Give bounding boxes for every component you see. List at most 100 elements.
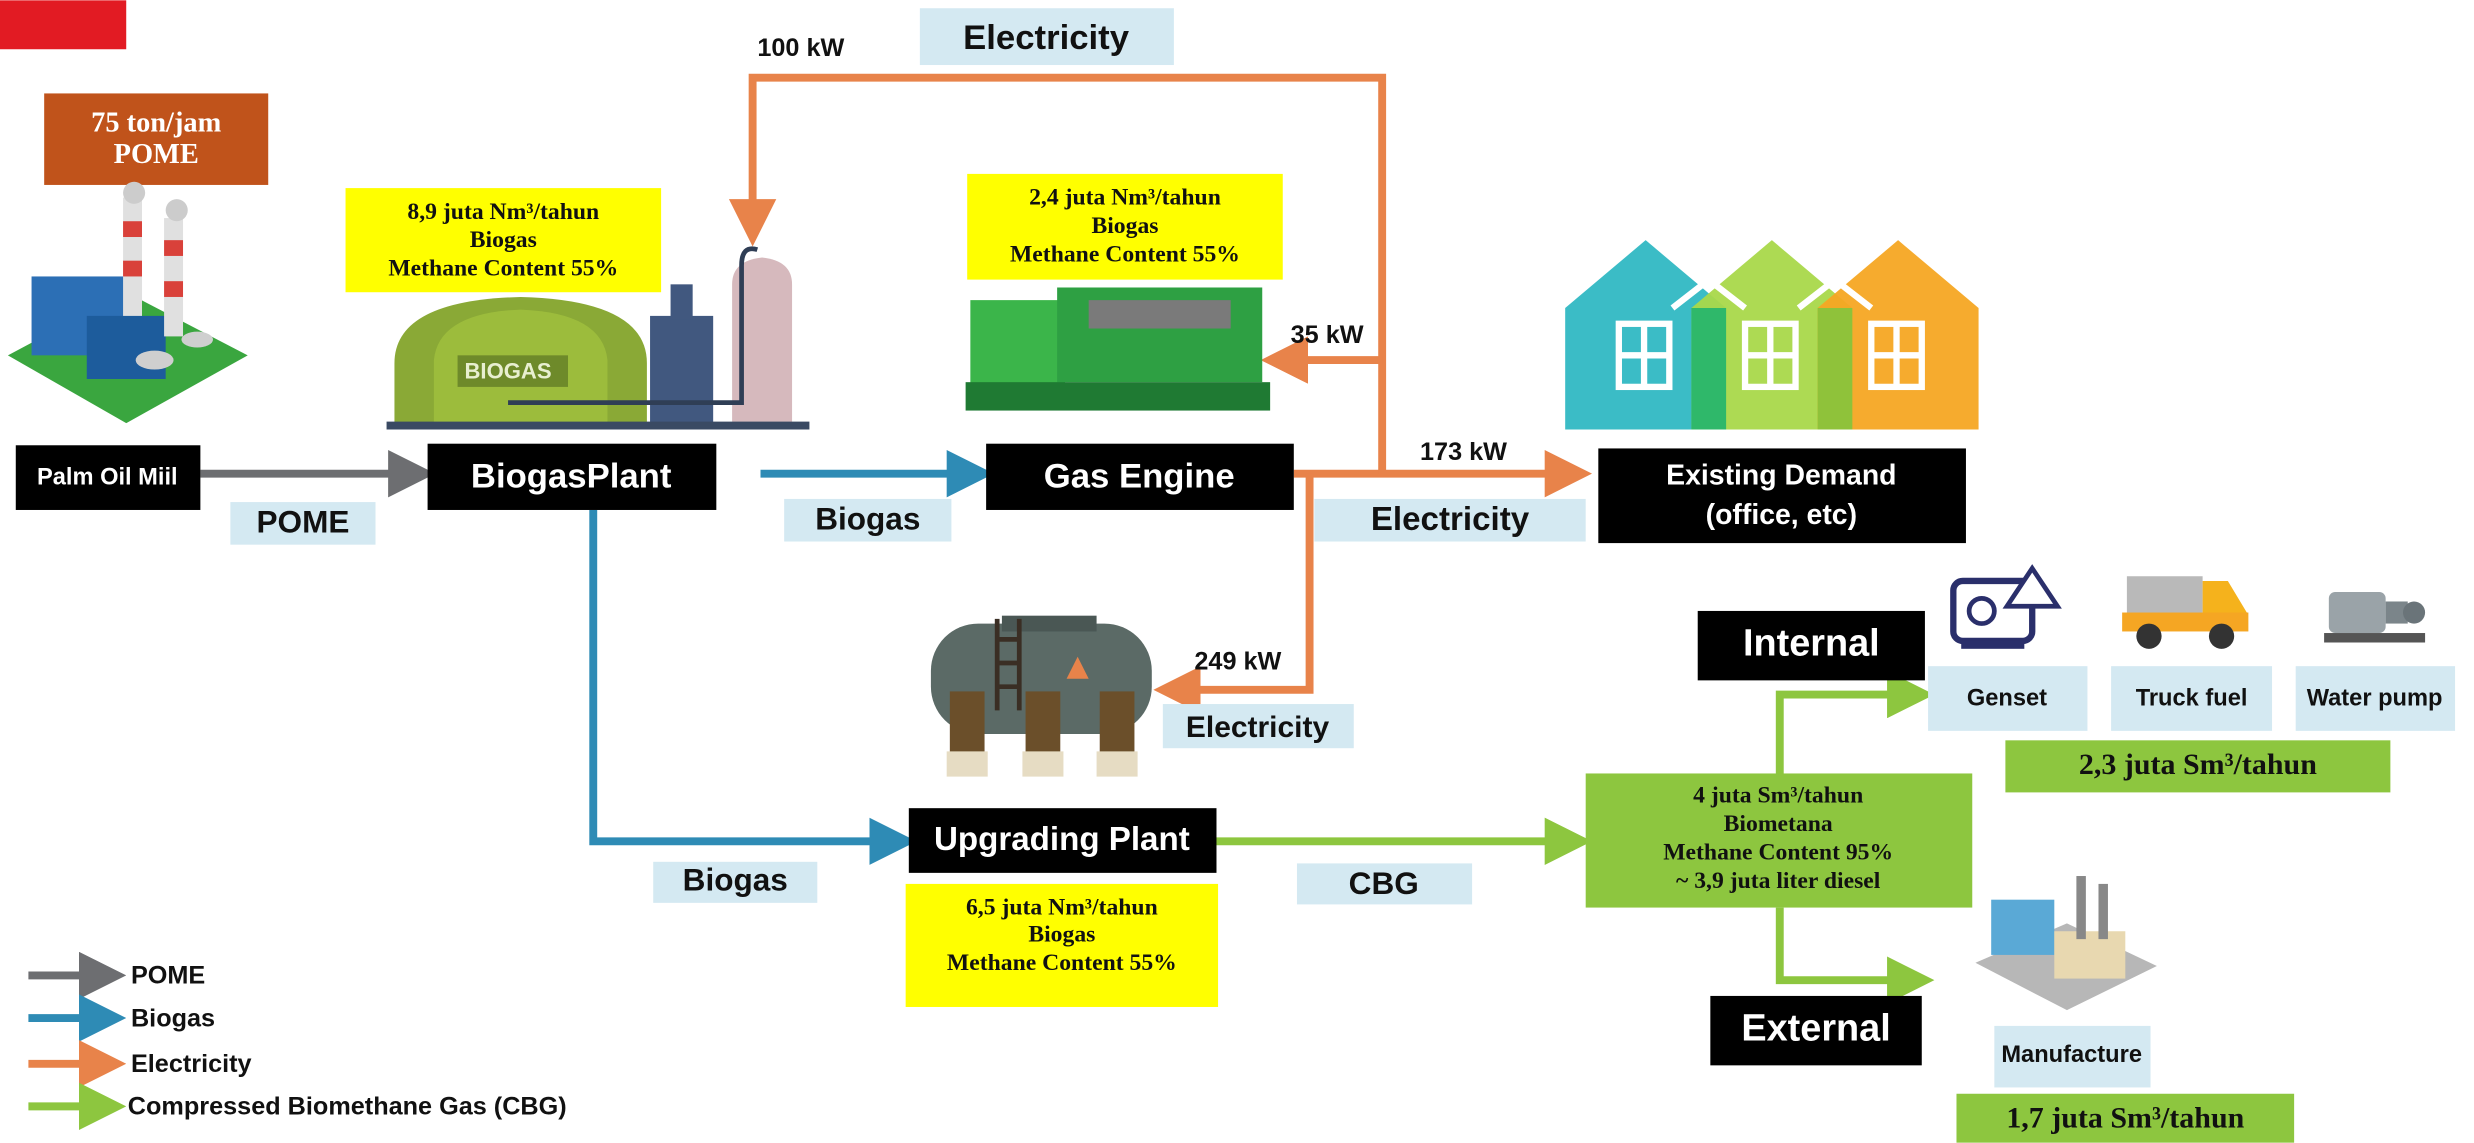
internal-volume-box-part: 2,3 juta Sm³/tahun <box>2079 748 2317 781</box>
flow-label: Biogas <box>653 862 817 903</box>
palm-oil-mill-box: Palm Oil Miil <box>16 445 201 510</box>
palm-oil-mill-box-part: Palm Oil Miil <box>37 465 178 491</box>
manufacture-icon <box>1975 876 2156 1010</box>
use-label: Manufacture <box>1994 1026 2150 1088</box>
upgrading-plant-info-part: Methane Content 55% <box>947 950 1177 976</box>
existing-demand-box: Existing Demand (office, etc) <box>1598 448 1966 543</box>
use-icons-part <box>1969 598 1994 623</box>
tank-icon-part <box>1022 751 1063 776</box>
flow-label-part: POME <box>256 503 349 539</box>
use-label-part: Water pump <box>2307 686 2443 712</box>
power-label: 249 kW <box>1194 648 1281 676</box>
flow-label: Electricity <box>920 8 1174 65</box>
factory-icon-part <box>123 198 142 316</box>
tank-icon-part <box>950 691 985 754</box>
cbg-output-box-part: ~ 3,9 juta liter diesel <box>1676 868 1881 894</box>
biogas-plant-icon-part <box>671 284 693 319</box>
factory-icon-part <box>123 261 142 277</box>
generator-icon-part <box>970 300 1065 387</box>
cbg-output-box: 4 juta Sm³/tahun Biometana Methane Conte… <box>1586 773 1973 907</box>
flow-label: Electricity <box>1314 499 1585 542</box>
houses-icon-part <box>1818 308 1853 429</box>
manufacture-icon-part <box>2076 876 2085 939</box>
legend-label: Compressed Biomethane Gas (CBG) <box>128 1093 567 1121</box>
legend-label: Electricity <box>131 1050 252 1078</box>
factory-icon-part <box>166 199 188 221</box>
external-volume-box-part: 1,7 juta Sm³/tahun <box>2006 1101 2244 1134</box>
flow-label-part: Electricity <box>1371 501 1530 538</box>
upgrading-plant-box-part: Upgrading Plant <box>934 821 1190 858</box>
flow-label-part: Electricity <box>963 19 1130 57</box>
existing-demand-box-part: Existing Demand <box>1666 459 1896 491</box>
use-label-part: Truck fuel <box>2136 686 2248 712</box>
factory-icon-part <box>181 332 213 348</box>
use-label-part: Manufacture <box>2001 1042 2142 1068</box>
gas-engine-info-part: Biogas <box>1091 213 1158 239</box>
generator-icon <box>966 287 1271 410</box>
pome-capacity-box-part: 75 ton/jam <box>91 107 221 138</box>
cbg-arrow <box>1780 908 1919 981</box>
houses-icon-part <box>1691 308 1726 429</box>
flow-label: POME <box>230 502 375 545</box>
page: { "source": {"capacity": ["75 ton/jam", … <box>0 0 2474 1143</box>
corner-accent <box>0 0 126 49</box>
manufacture-icon-part <box>1991 900 2054 955</box>
flow-label-part: Biogas <box>683 862 788 898</box>
biogas-plant-icon-part <box>650 316 713 423</box>
factory-icon-part <box>164 281 183 297</box>
factory-icon <box>8 182 248 423</box>
use-icons <box>1953 568 2425 648</box>
generator-icon-part <box>966 382 1271 410</box>
legend <box>28 975 110 1106</box>
upgrading-plant-info: 6,5 juta Nm³/tahun Biogas Methane Conten… <box>906 884 1218 1007</box>
legend-label: Biogas <box>131 1004 215 1032</box>
power-label: 35 kW <box>1291 321 1364 349</box>
external-volume-box: 1,7 juta Sm³/tahun <box>1956 1094 2294 1143</box>
power-label: 100 kW <box>757 34 844 62</box>
use-icons-part <box>2136 624 2161 649</box>
use-icons-part <box>2403 601 2425 623</box>
use-icons-part <box>2324 633 2425 642</box>
use-label-part: Genset <box>1967 686 2047 712</box>
biogas-plant-info-part: 8,9 juta Nm³/tahun <box>407 199 599 225</box>
biogas-plant-box-part: BiogasPlant <box>471 458 672 496</box>
external-box-part: External <box>1741 1008 1890 1050</box>
diagram: 75 ton/jam POME Palm Oil Miil POME 8,9 j… <box>0 0 2474 1143</box>
upgrading-plant-info-part: Biogas <box>1028 921 1095 947</box>
power-label: 173 kW <box>1420 438 1507 466</box>
biogas-plant-icon-part <box>387 422 810 430</box>
tank-icon-part <box>1097 751 1138 776</box>
biogas-arrow <box>593 510 901 841</box>
tank-icon-part <box>1026 691 1061 754</box>
internal-volume-box: 2,3 juta Sm³/tahun <box>2005 740 2390 792</box>
gas-engine-info-part: Methane Content 55% <box>1010 241 1240 267</box>
use-label: Truck fuel <box>2111 666 2272 731</box>
upgrading-plant-box: Upgrading Plant <box>909 808 1217 873</box>
existing-demand-box-part: (office, etc) <box>1706 499 1857 531</box>
biogas-plant-info-part: Methane Content 55% <box>388 256 618 282</box>
tank-icon-part <box>1002 616 1097 632</box>
gas-engine-info-part: 2,4 juta Nm³/tahun <box>1029 185 1221 211</box>
external-box: External <box>1710 996 1921 1065</box>
factory-icon-part <box>136 351 174 370</box>
flow-label-part: Electricity <box>1186 711 1330 744</box>
use-icons-part <box>2329 592 2386 633</box>
flow-label: Biogas <box>784 499 951 542</box>
gas-engine-box: Gas Engine <box>986 444 1294 510</box>
factory-icon-part <box>87 316 166 379</box>
pome-capacity-box: 75 ton/jam POME <box>44 93 268 185</box>
use-icons-part <box>2209 624 2234 649</box>
flow-label-part: Biogas <box>815 500 920 536</box>
cbg-output-box-part: Biometana <box>1724 811 1833 837</box>
flow-label: Electricity <box>1163 704 1354 748</box>
biogas-plant-box: BiogasPlant <box>428 444 717 510</box>
biogas-plant-icon-part: BIOGAS <box>464 359 551 384</box>
internal-box-part: Internal <box>1743 623 1880 665</box>
use-label: Genset <box>1928 666 2087 731</box>
manufacture-icon-part <box>2098 884 2107 939</box>
factory-icon-part <box>123 182 145 204</box>
upgrading-plant-info-part: 6,5 juta Nm³/tahun <box>966 895 1158 921</box>
tank-icon <box>931 616 1152 777</box>
tank-icon-part <box>1100 691 1135 754</box>
houses-icon <box>1546 231 1997 430</box>
